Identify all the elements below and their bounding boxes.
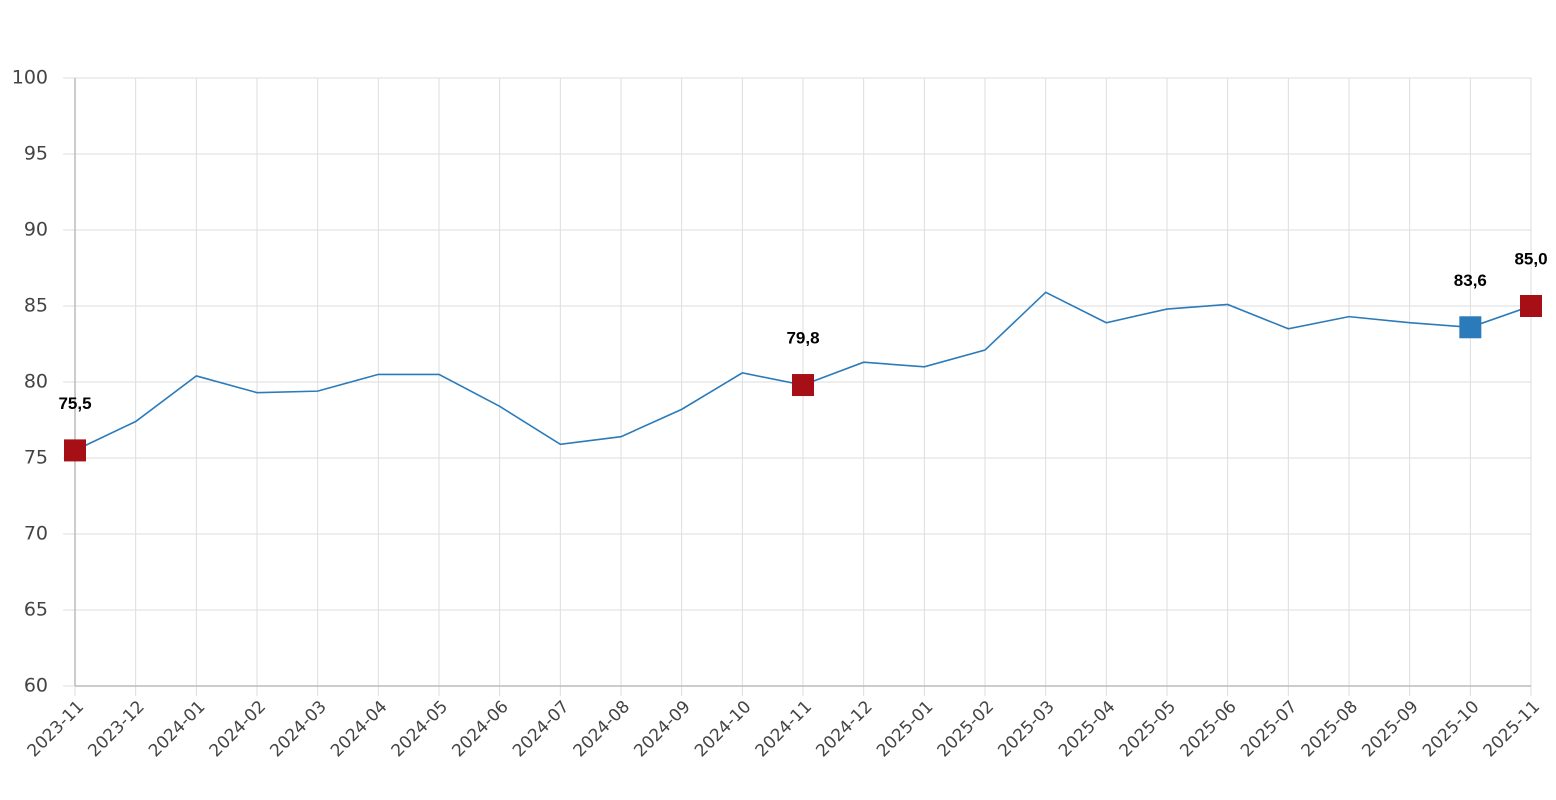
marker — [1459, 316, 1482, 339]
data-label: 75,5 — [58, 394, 91, 413]
marker — [792, 374, 814, 397]
x-tick-label: 2024-12 — [812, 697, 876, 761]
x-tick-label: 2024-09 — [630, 697, 694, 761]
x-tick-label: 2025-04 — [1055, 697, 1119, 761]
x-tick-label: 2024-05 — [388, 697, 452, 761]
x-tick-label: 2024-10 — [691, 697, 755, 761]
x-tick-label: 2024-07 — [509, 697, 573, 761]
x-tick-label: 2025-06 — [1176, 697, 1240, 761]
x-tick-label: 2024-02 — [206, 697, 270, 761]
y-tick-label: 85 — [24, 295, 48, 317]
x-tick-label: 2025-03 — [994, 697, 1058, 761]
y-tick-label: 80 — [24, 371, 48, 393]
x-tick-label: 2024-08 — [570, 697, 634, 761]
y-tick-label: 100 — [12, 67, 48, 89]
x-tick-label: 2024-01 — [145, 697, 209, 761]
y-tick-label: 60 — [24, 675, 48, 697]
data-label: 79,8 — [786, 329, 819, 348]
y-tick-label: 70 — [24, 523, 48, 545]
x-tick-label: 2025-07 — [1237, 697, 1301, 761]
x-tick-label: 2025-10 — [1419, 697, 1483, 761]
x-tick-label: 2025-09 — [1358, 697, 1422, 761]
x-tick-label: 2025-08 — [1298, 697, 1362, 761]
marker — [64, 439, 86, 462]
x-tick-label: 2025-02 — [934, 697, 998, 761]
x-tick-label: 2023-11 — [24, 697, 88, 761]
y-tick-label: 95 — [24, 143, 48, 165]
data-label: 83,6 — [1454, 271, 1487, 290]
x-tick-label: 2024-03 — [266, 697, 330, 761]
x-tick-label: 2025-11 — [1480, 697, 1544, 761]
x-tick-label: 2023-12 — [84, 697, 148, 761]
x-tick-label: 2024-06 — [448, 697, 512, 761]
data-label: 85,0 — [1514, 249, 1547, 268]
y-tick-label: 75 — [24, 447, 48, 469]
x-tick-label: 2025-01 — [873, 697, 937, 761]
x-tick-label: 2024-11 — [752, 697, 816, 761]
y-tick-label: 90 — [24, 219, 48, 241]
y-tick-label: 65 — [24, 599, 48, 621]
x-tick-label: 2024-04 — [327, 697, 391, 761]
x-tick-label: 2025-05 — [1116, 697, 1180, 761]
marker — [1520, 295, 1542, 317]
